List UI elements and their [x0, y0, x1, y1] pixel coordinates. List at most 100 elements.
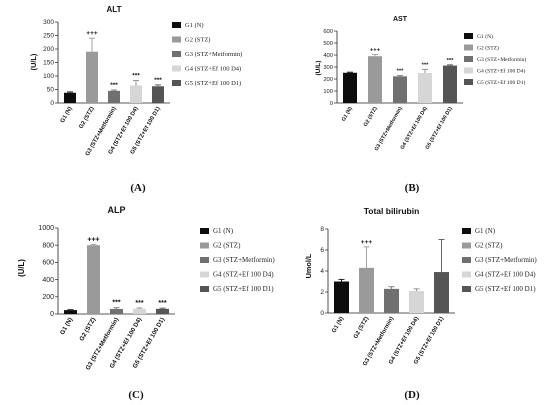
y-tick-label: 0 — [50, 311, 54, 318]
bar-5 — [434, 272, 449, 313]
chart-title: ALP — [108, 205, 126, 215]
legend-swatch-5 — [172, 80, 181, 86]
legend-label-2: G2 (STZ) — [213, 242, 241, 250]
legend-label-4: G4 (STZ+Ef 100 D4) — [475, 271, 536, 279]
y-axis-label: (U/L) — [29, 53, 38, 70]
y-tick-label: 100 — [323, 89, 333, 95]
y-tick-label: 800 — [42, 242, 54, 249]
bar-2 — [368, 56, 382, 103]
y-axis-label: (U/L) — [17, 259, 26, 277]
bar-5 — [156, 308, 169, 314]
y-tick-label: 400 — [42, 277, 54, 284]
legend-label-5: G5 (STZ+Ef 100 D1) — [185, 80, 241, 87]
y-tick-label: 200 — [43, 46, 54, 53]
legend-swatch-4 — [464, 67, 473, 74]
legend-swatch-1 — [462, 228, 471, 234]
legend-swatch-2 — [462, 242, 471, 249]
legend-label-1: G1 (N) — [475, 227, 496, 235]
legend-label-1: G1 (N) — [185, 22, 204, 29]
bar-1 — [64, 92, 76, 103]
bar-3 — [108, 90, 120, 103]
legend-label-5: G5 (STZ+Ef 100 D1) — [477, 79, 526, 86]
y-tick-label: 250 — [43, 33, 54, 40]
legend-label-3: G3 (STZ+Metformin) — [185, 51, 242, 58]
legend-label-2: G2 (STZ) — [475, 242, 503, 250]
bar-4 — [130, 85, 142, 103]
chart-title: Total bilirubin — [364, 206, 420, 216]
y-tick-label: 2 — [320, 289, 324, 296]
legend-swatch-1 — [464, 33, 473, 39]
y-axis-label: (U/L) — [315, 60, 322, 75]
y-tick-label: 400 — [323, 53, 333, 59]
legend-swatch-4 — [462, 271, 471, 278]
y-tick-label: 6 — [320, 247, 324, 254]
significance-label-5: *** — [158, 300, 166, 307]
legend-label-2: G2 (STZ) — [185, 37, 210, 44]
significance-label-3: *** — [112, 300, 120, 307]
bar-1 — [343, 72, 357, 103]
bar-4 — [409, 290, 424, 313]
y-tick-label: 50 — [47, 87, 55, 94]
legend-swatch-5 — [464, 79, 473, 85]
bar-3 — [393, 76, 407, 103]
bar-5 — [443, 65, 457, 103]
panel-label-d: (D) — [404, 389, 420, 401]
significance-label-3: *** — [110, 82, 118, 89]
legend-label-3: G3 (STZ+Metformin) — [477, 56, 526, 63]
legend-swatch-3 — [172, 51, 181, 57]
y-tick-label: 0 — [320, 310, 324, 317]
bar-2 — [87, 245, 100, 314]
y-tick-label: 150 — [43, 60, 54, 67]
y-tick-label: 100 — [43, 73, 54, 80]
y-tick-label: 200 — [42, 294, 54, 301]
y-tick-label: 1000 — [38, 225, 54, 232]
y-tick-label: 600 — [323, 29, 333, 35]
y-tick-label: 4 — [320, 268, 324, 275]
legend-swatch-2 — [200, 242, 209, 249]
legend-label-1: G1 (N) — [213, 227, 234, 235]
legend-swatch-5 — [462, 286, 471, 292]
legend-label-1: G1 (N) — [477, 33, 493, 40]
legend-label-4: G4 (STZ+Ef 100 D4) — [213, 271, 274, 279]
y-tick-label: 300 — [43, 19, 54, 26]
y-axis-label: Umol/L — [304, 253, 313, 278]
legend-swatch-2 — [172, 36, 181, 43]
legend-label-3: G3 (STZ+Metformin) — [475, 256, 537, 264]
y-tick-label: 500 — [323, 41, 333, 47]
legend-label-5: G5 (STZ+Ef 100 D1) — [475, 285, 536, 293]
bar-5 — [152, 86, 164, 103]
y-tick-label: 8 — [320, 226, 324, 233]
bar-1 — [64, 310, 77, 314]
legend-swatch-4 — [200, 271, 209, 278]
significance-label-4: *** — [422, 62, 430, 68]
legend-swatch-5 — [200, 286, 209, 292]
y-tick-label: 0 — [330, 101, 333, 107]
legend-swatch-4 — [172, 65, 181, 72]
panel-label-c: (C) — [128, 389, 144, 401]
significance-label-4: *** — [132, 73, 140, 80]
significance-label-2: +++ — [361, 239, 373, 246]
bar-3 — [110, 309, 123, 314]
significance-label-3: *** — [397, 69, 405, 75]
panel-label-b: (B) — [405, 182, 420, 194]
significance-label-2: +++ — [86, 30, 98, 37]
legend-label-4: G4 (STZ+Ef 100 D4) — [185, 66, 241, 73]
legend-label-5: G5 (STZ+Ef 100 D1) — [213, 285, 274, 293]
y-tick-label: 600 — [42, 260, 54, 267]
significance-label-4: *** — [135, 300, 143, 307]
bar-3 — [384, 288, 399, 313]
legend-swatch-1 — [172, 22, 181, 28]
legend-swatch-3 — [464, 56, 473, 62]
legend-swatch-3 — [462, 257, 471, 263]
bar-4 — [133, 308, 146, 314]
legend-swatch-3 — [200, 257, 209, 263]
legend-label-2: G2 (STZ) — [477, 45, 499, 52]
y-tick-label: 200 — [323, 77, 333, 83]
significance-label-2: +++ — [370, 47, 381, 53]
bar-2 — [359, 267, 374, 313]
panel-label-a: (A) — [130, 182, 146, 194]
significance-label-5: *** — [154, 77, 162, 84]
legend-swatch-1 — [200, 228, 209, 234]
significance-label-2: +++ — [87, 236, 99, 243]
bar-2 — [86, 51, 98, 103]
